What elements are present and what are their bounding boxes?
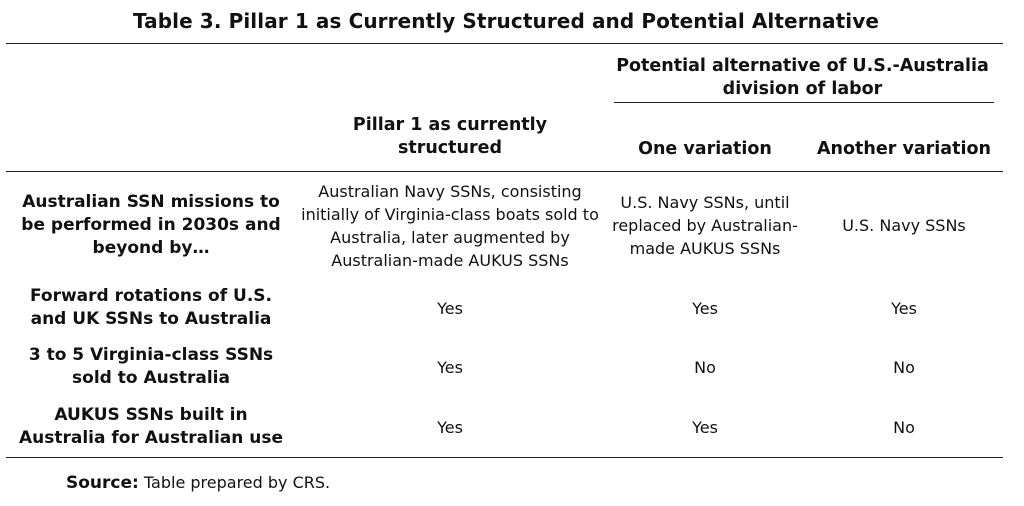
group-header-rule bbox=[614, 102, 994, 103]
table-cell: Yes bbox=[437, 298, 463, 318]
table-cell: Australian Navy SSNs, consisting initial… bbox=[301, 181, 599, 270]
top-rule bbox=[6, 43, 1003, 44]
column-header-variation2: Another variation bbox=[817, 138, 991, 159]
bottom-rule bbox=[6, 457, 1003, 458]
row-label: Australian SSN missions to be performed … bbox=[21, 192, 281, 258]
source-label: Source: bbox=[66, 473, 139, 493]
table-cell: U.S. Navy SSNs bbox=[842, 216, 966, 235]
row-label: 3 to 5 Virginia-class SSNs sold to Austr… bbox=[28, 345, 274, 388]
column-header-pillar1: Pillar 1 as currently structured bbox=[352, 115, 548, 158]
table-title: Table 3. Pillar 1 as Currently Structure… bbox=[132, 9, 880, 33]
header-bottom-rule bbox=[6, 171, 1003, 172]
source-text: Table prepared by CRS. bbox=[143, 473, 331, 492]
table-cell: U.S. Navy SSNs, until replaced by Austra… bbox=[612, 193, 798, 258]
table-cell: Yes bbox=[692, 417, 718, 437]
table-cell: Yes bbox=[437, 357, 463, 377]
source-note: Source: Table prepared by CRS. bbox=[66, 473, 330, 493]
table-cell: No bbox=[893, 417, 915, 437]
table-cell: Yes bbox=[437, 417, 463, 437]
column-group-header: Potential alternative of U.S.-Australia … bbox=[616, 56, 989, 99]
column-header-variation1: One variation bbox=[638, 138, 772, 159]
table-cell: No bbox=[694, 357, 716, 377]
row-label: AUKUS SSNs built in Australia for Austra… bbox=[18, 405, 284, 448]
table-cell: Yes bbox=[692, 298, 718, 318]
table-cell: Yes bbox=[891, 298, 917, 318]
row-label: Forward rotations of U.S. and UK SSNs to… bbox=[29, 286, 273, 329]
table-cell: No bbox=[893, 357, 915, 377]
